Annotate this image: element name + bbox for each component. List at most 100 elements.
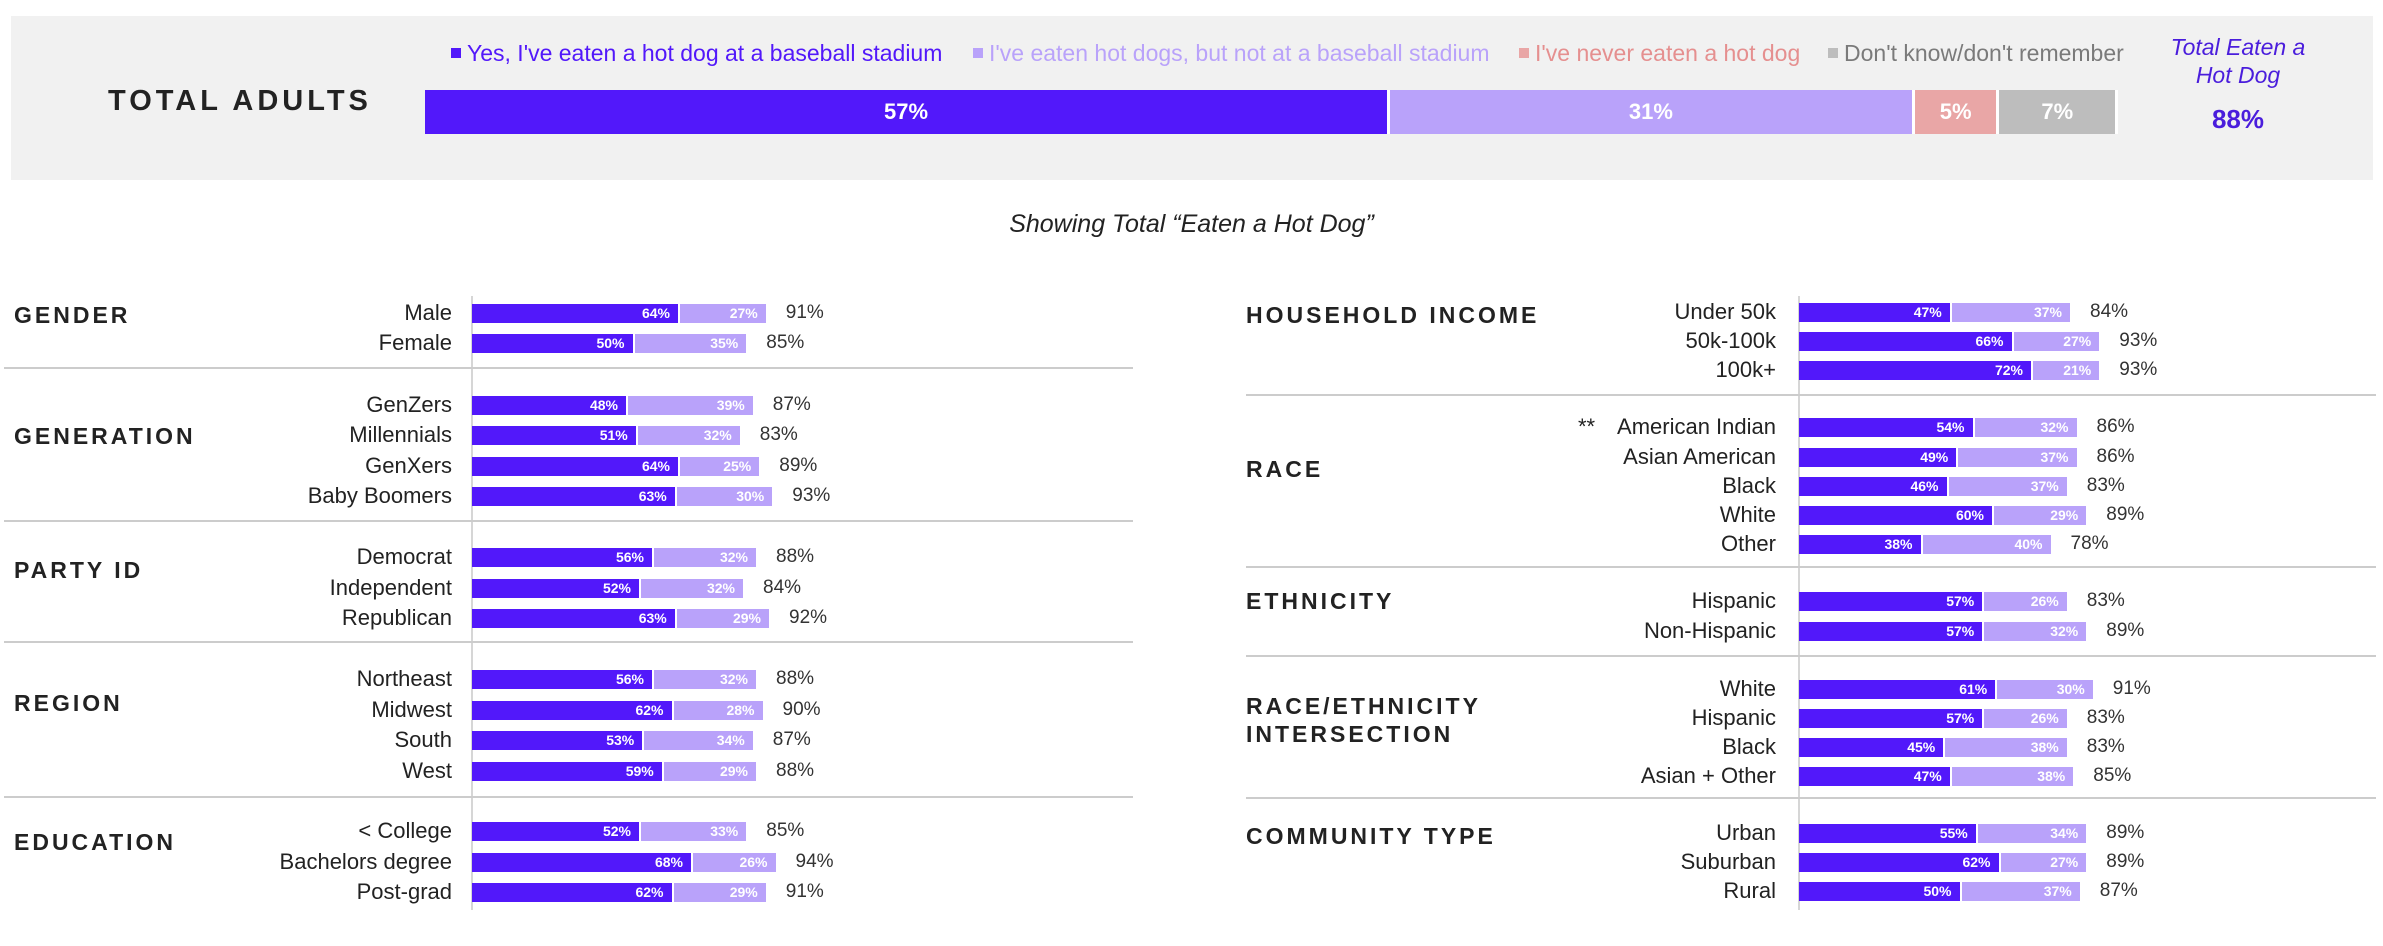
section-divider [4,796,1133,798]
legend-item-never: I've never eaten a hot dog [1519,40,1800,67]
net-eaten-label: Total Eaten a Hot Dog [2170,34,2306,88]
bar-segment-stadium: 49% [1799,447,1959,467]
row-label: GenZers [366,392,452,417]
row-label: Bachelors degree [279,849,452,874]
section-title: GENERATION [14,423,196,449]
legend-label: I've never eaten a hot dog [1535,40,1801,66]
row-label: Millennials [349,422,452,447]
row-total-value: 86% [2096,416,2135,437]
bar-segment-not-stadium: 38% [1945,737,2069,757]
row-label: GenXers [365,453,452,478]
row-total-value: 85% [766,332,805,353]
row-total-value: 84% [2090,301,2129,322]
bar-segment-not-stadium: 26% [1984,591,2069,611]
bar-segment-stadium: 57% [1799,621,1985,641]
row-label: Hispanic [1691,588,1776,613]
row-label: Independent [329,575,452,600]
bar-segment-not-stadium: 35% [634,333,749,353]
bar-segment-not-stadium: 27% [680,303,768,323]
bar-segment-stadium: 45% [1799,737,1946,757]
bar-segment-not-stadium: 32% [641,578,745,598]
row-label: < College [358,818,452,843]
row-label: Northeast [356,666,452,691]
bar-segment-stadium: 50% [472,333,635,353]
row-label: Black [1722,473,1776,498]
legend-swatch-icon [1828,47,1838,58]
bar-segment-not-stadium: 30% [676,486,775,506]
row-label: Midwest [371,697,452,722]
section-title: HOUSEHOLD INCOME [1246,302,1540,328]
section-title: RACE/ETHNICITY INTERSECTION [1246,693,1481,747]
bar-segment-not-stadium: 27% [2013,331,2102,351]
row-label: Democrat [356,544,452,569]
row-total-value: 88% [776,760,815,781]
section-divider [1246,394,2376,396]
legend-swatch-icon [1519,47,1529,58]
row-total-value: 78% [2070,533,2109,554]
legend-swatch-icon [451,47,461,58]
bar-segment-not-stadium: 38% [1951,766,2076,786]
bar-segment-stadium: 51% [472,425,638,445]
total-bar-segment: 31% [1390,90,1915,134]
bar-segment-stadium: 57% [1799,708,1985,728]
section-title: COMMUNITY TYPE [1246,823,1496,849]
row-label: Post-grad [356,879,452,904]
row-label: West [402,758,452,783]
row-label: 100k+ [1715,357,1776,382]
row-label: Other [1720,531,1776,556]
row-label: Urban [1716,820,1776,845]
row-total-value: 93% [792,485,831,506]
legend-label: I've eaten hot dogs, but not at a baseba… [989,40,1490,66]
bar-segment-not-stadium: 32% [1984,621,2089,641]
row-total-value: 87% [2099,880,2138,901]
row-label: South [394,727,453,752]
row-total-value: 93% [2119,359,2158,380]
row-label: Non-Hispanic [1643,618,1776,643]
row-label: Black [1722,734,1776,759]
bar-segment-stadium: 46% [1799,476,1949,496]
legend-label: Don't know/don't remember [1844,40,2124,66]
section-title: REGION [14,690,123,716]
bar-segment-not-stadium: 28% [673,700,765,720]
row-total-value: 87% [772,394,811,415]
row-label: Rural [1723,878,1776,903]
bar-segment-stadium: 61% [1799,679,1998,699]
section-divider [4,520,1133,522]
bar-segment-stadium: 50% [1799,881,1962,901]
bar-segment-stadium: 59% [472,761,664,781]
row-total-value: 88% [776,668,815,689]
bar-segment-not-stadium: 40% [1922,534,2053,554]
bar-segment-stadium: 62% [472,882,674,902]
row-total-value: 92% [789,607,828,628]
row-label: White [1719,676,1776,701]
bar-segment-not-stadium: 25% [680,456,762,476]
bar-segment-stadium: 52% [472,821,641,841]
total-bar-segment: 57% [425,90,1390,134]
row-total-value: 91% [2112,678,2151,699]
bar-segment-not-stadium: 32% [637,425,742,445]
bar-segment-not-stadium: 32% [1974,417,2079,437]
row-total-value: 94% [795,851,834,872]
total-adults-label: TOTAL ADULTS [108,85,372,117]
row-label: Republican [341,605,452,630]
row-total-value: 93% [2119,330,2158,351]
bar-segment-stadium: 47% [1799,302,1952,322]
bar-segment-stadium: 57% [1799,591,1985,611]
row-total-value: 88% [776,546,815,567]
section-title: EDUCATION [14,829,177,855]
bar-segment-not-stadium: 37% [1948,476,2069,496]
chart-subtitle: Showing Total “Eaten a Hot Dog” [1009,210,1374,238]
row-total-value: 90% [782,699,821,720]
section-title: ETHNICITY [1246,588,1395,614]
bar-segment-not-stadium: 21% [2033,360,2102,380]
bar-segment-stadium: 62% [472,700,674,720]
bar-segment-stadium: 72% [1799,360,2033,380]
bar-segment-stadium: 68% [472,852,693,872]
bar-segment-stadium: 56% [472,547,654,567]
row-total-value: 89% [2106,822,2145,843]
total-bar-segment: 7% [1999,90,2118,134]
row-label: Female [378,330,452,355]
bar-segment-stadium: 48% [472,395,628,415]
row-total-value: 87% [772,729,811,750]
bar-segment-stadium: 66% [1799,331,2014,351]
